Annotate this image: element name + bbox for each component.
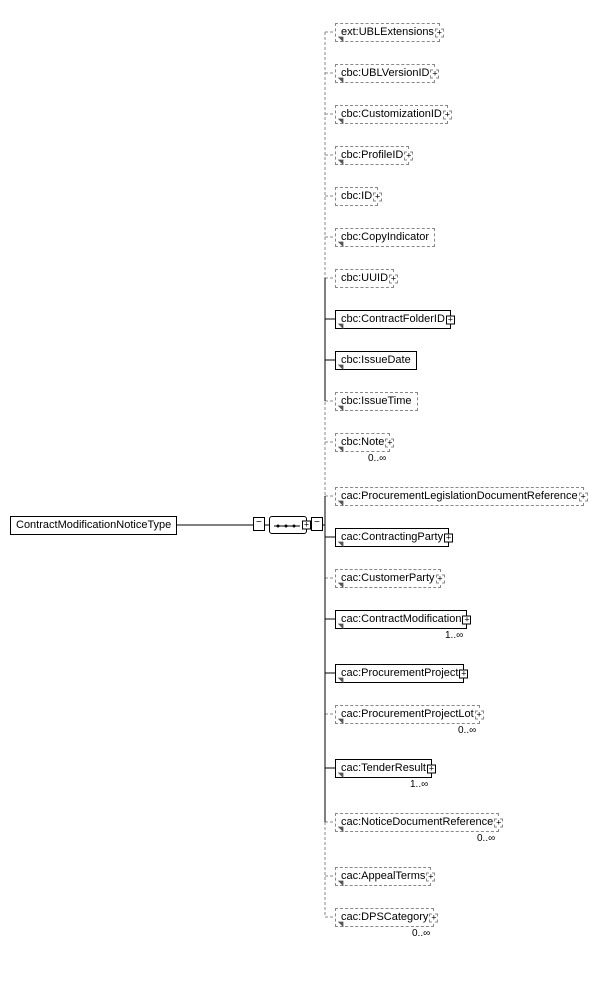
element-node: cbc:ContractFolderID+ (335, 310, 451, 329)
expand-icon[interactable]: + (426, 872, 435, 881)
element-node: cbc:CopyIndicator (335, 228, 435, 247)
element-label: cbc:Note (341, 437, 384, 448)
element-node: cbc:IssueDate (335, 351, 417, 370)
element-label: cac:TenderResult (341, 763, 426, 774)
expand-icon[interactable]: + (446, 315, 455, 324)
element-label: cbc:UUID (341, 273, 388, 284)
element-label: cac:ContractModification (341, 614, 461, 625)
element-label: cac:ProcurementProject (341, 668, 458, 679)
connector-box (253, 517, 265, 531)
expand-icon[interactable]: + (389, 274, 398, 283)
element-node: cac:ContractModification+ (335, 610, 467, 629)
element-node: cbc:ID+ (335, 187, 378, 206)
expand-icon[interactable]: + (494, 818, 503, 827)
cardinality-label: 1..∞ (410, 779, 428, 790)
cardinality-label: 1..∞ (445, 630, 463, 641)
element-node: ext:UBLExtensions+ (335, 23, 440, 42)
element-node: cac:TenderResult+ (335, 759, 432, 778)
expand-icon[interactable]: + (462, 615, 471, 624)
element-label: cac:ProcurementLegislationDocumentRefere… (341, 491, 578, 502)
element-node: cac:ProcurementProject+ (335, 664, 464, 683)
element-node: cac:NoticeDocumentReference+ (335, 813, 499, 832)
connector-box (311, 517, 323, 531)
element-node: cbc:ProfileID+ (335, 146, 409, 165)
element-label: cac:DPSCategory (341, 912, 428, 923)
expand-icon[interactable]: + (459, 669, 468, 678)
element-label: cac:CustomerParty (341, 573, 435, 584)
element-node: cbc:CustomizationID+ (335, 105, 448, 124)
element-node: cac:ContractingParty+ (335, 528, 449, 547)
expand-icon[interactable]: + (475, 710, 484, 719)
element-label: cbc:CopyIndicator (341, 232, 429, 243)
expand-icon[interactable]: + (429, 913, 438, 922)
element-node: cbc:UUID+ (335, 269, 394, 288)
root-type-node: ContractModificationNoticeType (10, 516, 177, 535)
sequence-compositor: + (269, 516, 307, 534)
element-label: cac:AppealTerms (341, 871, 425, 882)
element-label: cbc:CustomizationID (341, 109, 442, 120)
element-label: cbc:ID (341, 191, 372, 202)
element-label: cbc:IssueDate (341, 355, 411, 366)
cardinality-label: 0..∞ (477, 833, 495, 844)
expand-icon[interactable]: + (436, 574, 445, 583)
element-label: cbc:ContractFolderID (341, 314, 445, 325)
element-label: cbc:ProfileID (341, 150, 403, 161)
expand-icon[interactable]: + (444, 533, 453, 542)
expand-icon[interactable]: + (430, 69, 439, 78)
cardinality-label: 0..∞ (412, 928, 430, 939)
element-label: ext:UBLExtensions (341, 27, 434, 38)
expand-icon[interactable]: + (443, 110, 452, 119)
root-type-label: ContractModificationNoticeType (16, 520, 171, 531)
expand-icon[interactable]: + (373, 192, 382, 201)
expand-icon[interactable]: + (435, 28, 444, 37)
cardinality-label: 0..∞ (368, 453, 386, 464)
element-label: cac:ProcurementProjectLot (341, 709, 474, 720)
element-node: cbc:UBLVersionID+ (335, 64, 435, 83)
expand-icon[interactable]: + (385, 438, 394, 447)
element-node: cbc:Note+ (335, 433, 390, 452)
element-node: cac:CustomerParty+ (335, 569, 441, 588)
element-label: cac:NoticeDocumentReference (341, 817, 493, 828)
element-node: cac:ProcurementProjectLot+ (335, 705, 480, 724)
element-label: cbc:IssueTime (341, 396, 412, 407)
element-label: cac:ContractingParty (341, 532, 443, 543)
cardinality-label: 0..∞ (458, 725, 476, 736)
expand-icon[interactable]: + (579, 492, 588, 501)
element-node: cac:ProcurementLegislationDocumentRefere… (335, 487, 584, 506)
element-node: cbc:IssueTime (335, 392, 418, 411)
element-label: cbc:UBLVersionID (341, 68, 429, 79)
element-node: cac:DPSCategory+ (335, 908, 434, 927)
expand-icon[interactable]: + (427, 764, 436, 773)
expand-icon[interactable]: + (404, 151, 413, 160)
element-node: cac:AppealTerms+ (335, 867, 431, 886)
